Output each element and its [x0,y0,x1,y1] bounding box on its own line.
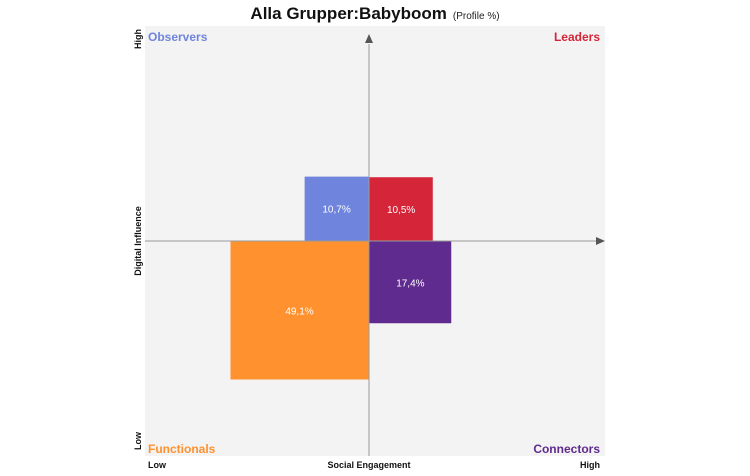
data-label-observers: 10,7% [322,205,350,216]
y-axis-low-label: Low [133,432,143,450]
quadrant-label-connectors: Connectors [533,442,600,456]
x-axis-low-label: Low [148,460,166,470]
data-label-functionals: 49,1% [285,307,313,318]
x-axis-high-label: High [580,460,600,470]
y-axis-high-label: High [133,29,143,49]
data-label-leaders: 10,5% [387,205,415,216]
y-axis-title: Digital Influence [133,206,143,276]
x-axis-arrow-icon [596,237,605,245]
chart-title: Alla Grupper:Babyboom [250,4,447,23]
quadrant-label-functionals: Functionals [148,442,216,456]
quadrant-bar-connectors [369,241,452,324]
y-axis-arrow-icon [365,34,373,43]
quadrant-bar-observers [304,176,369,241]
chart-subtitle: (Profile %) [452,11,500,22]
x-axis-title: Social Engagement [327,460,411,470]
quadrant-bar-leaders [369,177,433,241]
data-label-connectors: 17,4% [396,278,424,289]
quadrant-bar-functionals [230,241,369,380]
quadrant-label-leaders: Leaders [553,30,600,44]
chart-title-row: Alla Grupper:Babyboom (Profile %) [0,4,750,24]
quadrant-label-observers: Observers [148,30,208,44]
